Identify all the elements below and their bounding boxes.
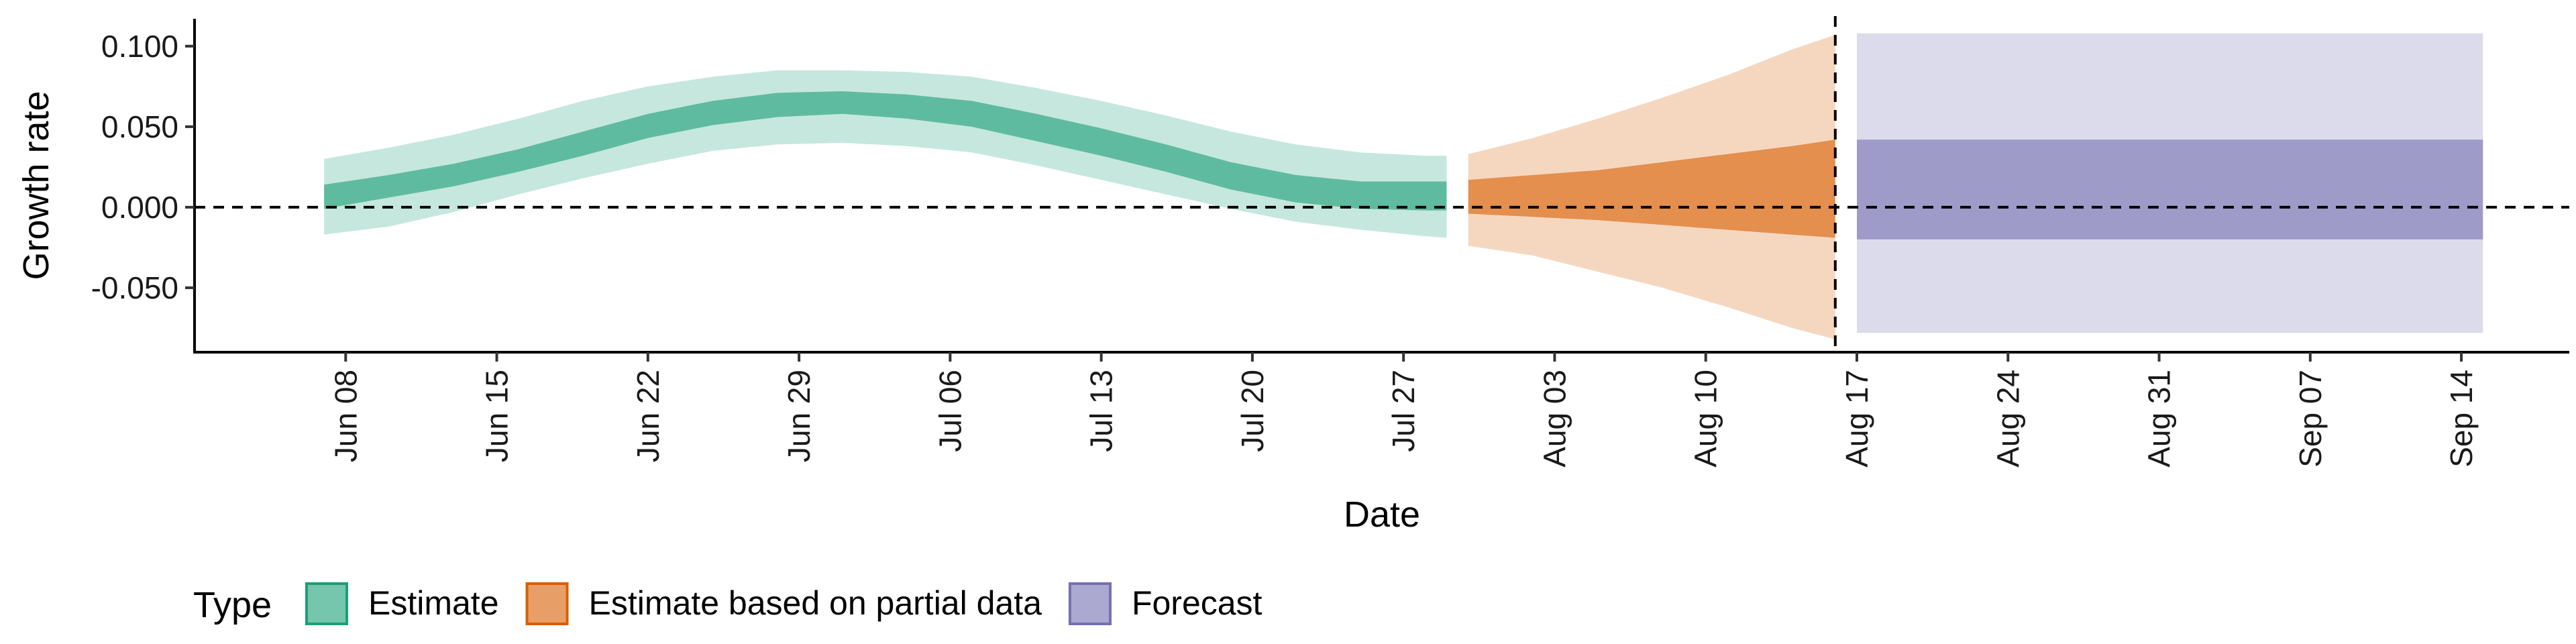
series-estimate	[324, 70, 1447, 238]
band-50-forecast	[1857, 140, 2483, 239]
series-forecast	[1857, 33, 2483, 333]
y-tick-label: 0.050	[101, 109, 178, 144]
axes	[185, 19, 2569, 362]
x-tick-label: Jul 27	[1386, 370, 1421, 452]
x-tick-label: Jun 22	[631, 370, 665, 462]
y-tick-label: 0.100	[101, 29, 178, 64]
x-tick-label: Jul 06	[932, 370, 967, 452]
x-tick-label: Jun 29	[782, 370, 816, 462]
x-tick-label: Aug 10	[1688, 370, 1723, 468]
legend-key-border-estimate-based-on-partial-data	[525, 582, 569, 625]
x-tick-label: Aug 31	[2142, 370, 2177, 468]
x-tick-label: Aug 17	[1839, 370, 1874, 468]
x-tick-label: Sep 07	[2293, 370, 2328, 468]
x-tick-label: Aug 03	[1537, 370, 1572, 468]
legend-label-estimate: Estimate	[368, 584, 499, 622]
legend-title: Type	[193, 585, 272, 625]
x-tick-label: Jul 20	[1235, 370, 1270, 452]
band-50-estimate	[324, 91, 1447, 211]
x-tick-label: Aug 24	[1990, 370, 2025, 468]
legend: Type Estimate Estimate based on partial d…	[193, 582, 1263, 625]
bands-layer	[324, 33, 2483, 339]
series-estimate-based-on-partial-data	[1468, 35, 1835, 339]
legend-key-fill-estimate-based-on-partial-data	[525, 582, 569, 625]
y-axis-title: Growth rate	[16, 91, 56, 280]
y-tick-label: -0.050	[91, 270, 178, 305]
x-tick-label: Sep 14	[2444, 370, 2479, 468]
y-tick-label: 0.000	[101, 190, 178, 225]
legend-key-fill-forecast	[1068, 582, 1112, 625]
x-tick-label: Jul 13	[1084, 370, 1119, 452]
legend-label-forecast: Forecast	[1132, 584, 1263, 622]
legend-key-fill-estimate	[305, 582, 348, 625]
legend-label-estimate-based-on-partial-data: Estimate based on partial data	[589, 584, 1042, 622]
legend-key-border-estimate	[305, 582, 348, 625]
x-axis-title: Date	[1344, 494, 1420, 535]
tick-labels: 0.100 0.050 0.000 -0.050 Jun 08 Jun 15 Jun 22 J…	[91, 29, 2479, 468]
reference-lines	[195, 16, 2569, 352]
x-tick-label: Jun 15	[480, 370, 515, 462]
band-50-estimate-based-on-partial-data	[1468, 140, 1835, 238]
legend-key-border-forecast	[1068, 582, 1112, 625]
band-90-estimate	[324, 70, 1447, 238]
x-tick-label: Jun 08	[328, 370, 363, 462]
